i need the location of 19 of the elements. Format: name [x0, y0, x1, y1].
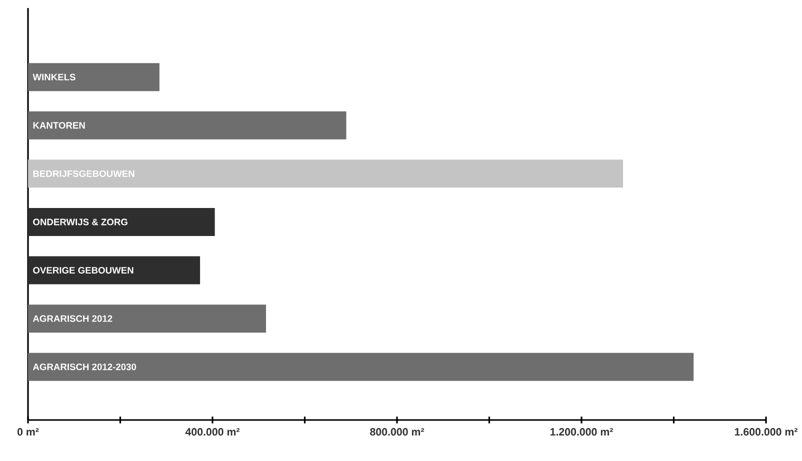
bar	[28, 304, 266, 333]
x-tick-label: 400.000 m²	[185, 428, 240, 436]
x-tick-label: 800.000 m²	[370, 428, 424, 436]
bar	[28, 208, 215, 236]
y-tick-label: BEDRIJFSGEBOUWEN	[33, 170, 134, 177]
bar	[28, 63, 160, 92]
y-tick-label: OVERIGE GEBOUWEN	[33, 266, 134, 274]
x-tick-label: 1.200.000 m²	[550, 428, 613, 436]
y-tick-label: KANTOREN	[33, 122, 85, 129]
y-tick-label: WINKELS	[32, 74, 76, 80]
y-tick-label: AGRARISCH 2012	[32, 315, 112, 322]
bar	[28, 111, 346, 140]
bar	[28, 256, 200, 284]
x-tick-label: 0 m²	[17, 428, 39, 436]
bar	[28, 160, 624, 188]
y-tick-label: AGRARISCH 2012-2030	[32, 364, 136, 370]
y-tick-label: ONDERWIJS & ZORG	[33, 218, 128, 226]
x-tick-label: 1.600.000 m²	[734, 428, 798, 436]
bar	[28, 352, 694, 381]
